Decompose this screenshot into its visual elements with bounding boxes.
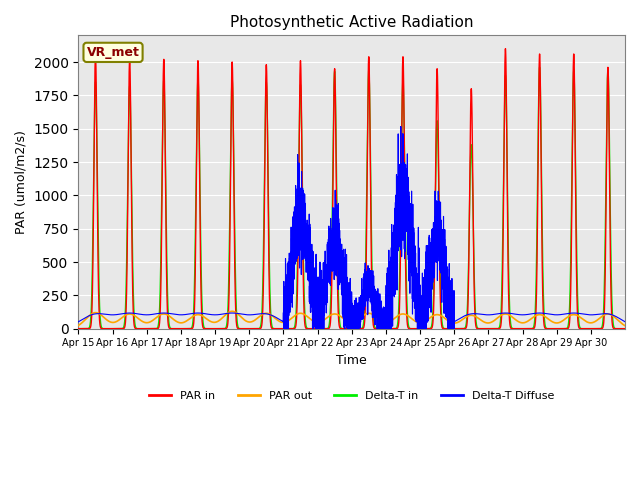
Text: VR_met: VR_met	[86, 46, 140, 59]
Y-axis label: PAR (umol/m2/s): PAR (umol/m2/s)	[15, 130, 28, 234]
X-axis label: Time: Time	[337, 354, 367, 367]
Title: Photosynthetic Active Radiation: Photosynthetic Active Radiation	[230, 15, 474, 30]
Legend: PAR in, PAR out, Delta-T in, Delta-T Diffuse: PAR in, PAR out, Delta-T in, Delta-T Dif…	[145, 386, 559, 405]
